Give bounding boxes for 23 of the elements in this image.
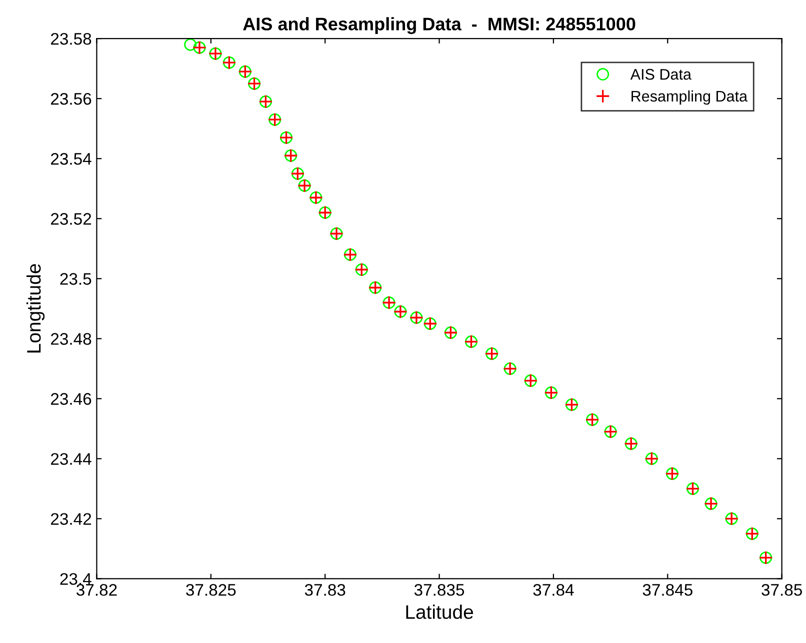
y-tick-label: 23.52 <box>50 213 92 225</box>
x-tick-label: 37.845 <box>642 584 692 596</box>
legend-label: AIS Data <box>630 68 692 80</box>
x-tick-label: 37.82 <box>76 584 117 596</box>
y-tick-label: 23.42 <box>50 513 92 525</box>
chart-title: AIS and Resampling Data - MMSI: 248551000 <box>243 17 636 34</box>
y-tick-label: 23.44 <box>50 453 92 465</box>
x-tick-label: 37.84 <box>533 584 574 596</box>
x-axis-title: Latitude <box>406 604 474 619</box>
y-axis-title: Longtitude <box>26 264 45 352</box>
y-tick-label: 23.46 <box>50 393 92 405</box>
point <box>184 38 197 51</box>
x-tick-label: 37.835 <box>414 584 464 596</box>
y-tick-label: 23.54 <box>50 153 92 165</box>
x-tick-label: 37.825 <box>186 584 236 596</box>
y-tick-label: 23.58 <box>50 32 92 45</box>
legend-label: Resampling Data <box>632 90 748 105</box>
y-tick-label: 23.48 <box>50 333 92 345</box>
x-tick-label: 37.83 <box>304 584 346 596</box>
y-tick-label: 23.56 <box>50 92 92 105</box>
x-tick-label: 37.85 <box>762 584 802 596</box>
y-tick-label: 23.5 <box>60 273 92 285</box>
y-tick-label: 23.4 <box>60 573 92 585</box>
